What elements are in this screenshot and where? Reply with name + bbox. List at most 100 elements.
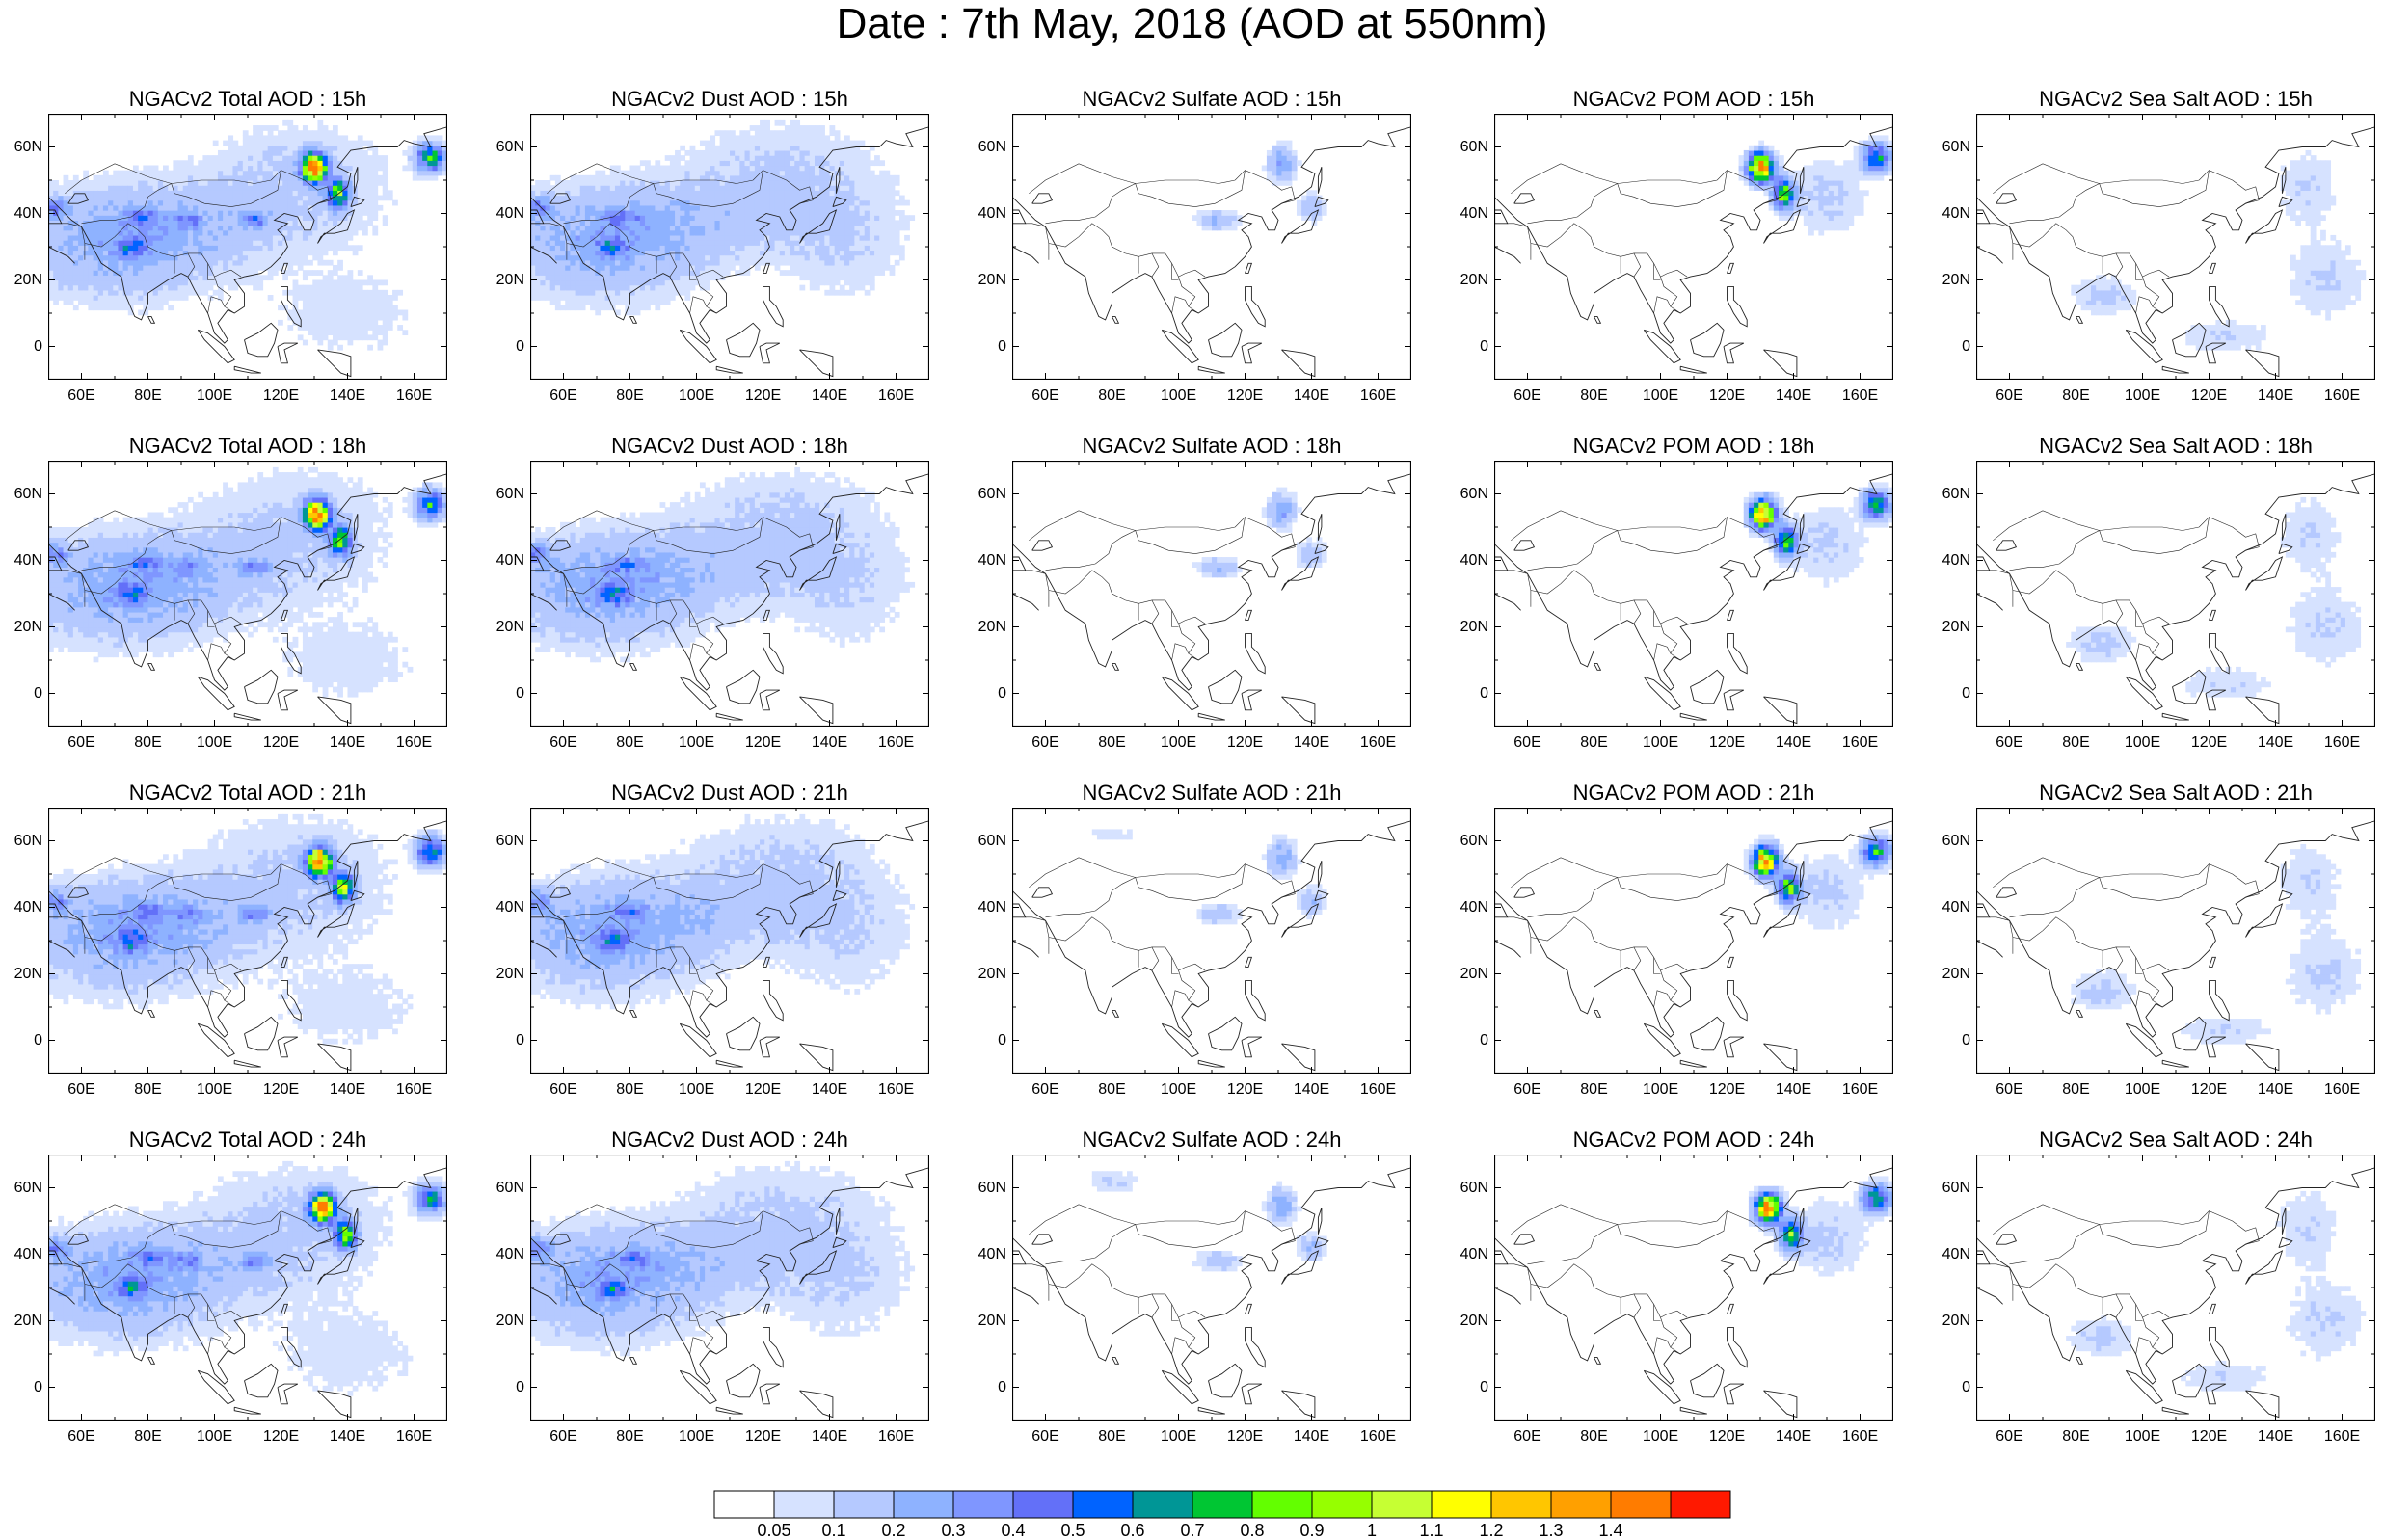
aod-cell: [1854, 196, 1860, 201]
aod-cell: [725, 265, 731, 271]
aod-cell: [303, 160, 308, 166]
aod-cell: [383, 320, 388, 326]
aod-cell: [88, 295, 94, 301]
aod-cell: [810, 160, 816, 166]
aod-cell: [358, 280, 363, 286]
aod-cell: [1843, 165, 1849, 171]
aod-cell: [208, 185, 214, 191]
aod-cell: [98, 305, 104, 310]
aod-cell: [118, 250, 123, 255]
aod-cell: [700, 165, 706, 171]
aod-cell: [764, 125, 770, 131]
aod-cell: [273, 205, 279, 211]
aod-cell: [550, 250, 556, 255]
aod-cell: [223, 230, 228, 236]
aod-cell: [58, 275, 64, 280]
aod-cell: [232, 260, 238, 266]
coastline: [1724, 343, 1744, 363]
aod-cell: [163, 226, 169, 231]
aod-cell: [790, 120, 795, 126]
aod-cell: [810, 255, 816, 261]
aod-cell: [1758, 146, 1764, 151]
aod-cell: [720, 141, 726, 146]
aod-cell: [665, 205, 671, 211]
aod-cell: [263, 240, 269, 246]
aod-cell: [208, 255, 214, 261]
aod-cell: [620, 245, 626, 251]
aod-cell: [684, 205, 690, 211]
aod-cell: [580, 230, 586, 236]
aod-cell: [805, 150, 811, 156]
aod-cell: [546, 230, 551, 236]
aod-cell: [1783, 171, 1789, 176]
aod-cell: [1813, 226, 1819, 231]
aod-cell: [268, 226, 274, 231]
aod-cell: [650, 300, 656, 305]
aod-cell: [388, 310, 393, 316]
aod-cell: [840, 240, 845, 246]
aod-cell: [78, 235, 84, 241]
aod-cell: [794, 175, 800, 181]
coastline: [1494, 127, 1893, 343]
aod-cell: [1267, 165, 1272, 171]
aod-cell: [890, 210, 896, 216]
aod-cell: [769, 235, 775, 241]
aod-cell: [725, 230, 731, 236]
aod-cell: [317, 290, 323, 296]
aod-cell: [273, 135, 279, 141]
aod-cell: [333, 160, 338, 166]
aod-cell: [1779, 175, 1784, 181]
aod-cell: [243, 230, 249, 236]
aod-cell: [750, 220, 756, 226]
aod-cell: [860, 180, 866, 186]
aod-cell: [895, 226, 900, 231]
aod-cell: [684, 240, 690, 246]
aod-cell: [745, 260, 751, 266]
aod-cell: [238, 235, 244, 241]
aod-cell: [555, 255, 561, 261]
aod-cell: [308, 175, 313, 181]
aod-cell: [824, 220, 830, 226]
aod-cell: [383, 290, 388, 296]
aod-cell: [402, 315, 408, 321]
aod-cell: [348, 230, 354, 236]
aod-cell: [755, 155, 761, 161]
aod-cell: [1829, 190, 1835, 196]
aod-cell: [367, 171, 373, 176]
aod-cell: [794, 250, 800, 255]
aod-cell: [317, 180, 323, 186]
aod-cell: [815, 280, 820, 286]
aod-cell: [745, 235, 751, 241]
aod-cell: [253, 275, 258, 280]
aod-cell: [383, 215, 388, 221]
aod-cell: [1272, 175, 1277, 181]
aod-cell: [328, 300, 334, 305]
aod-cell: [695, 155, 701, 161]
aod-cell: [555, 240, 561, 246]
aod-cell: [253, 171, 258, 176]
aod-cell: [865, 226, 871, 231]
aod-cell: [1267, 160, 1272, 166]
aod-cell: [879, 245, 885, 251]
aod-cell: [670, 220, 676, 226]
aod-cell: [1774, 175, 1780, 181]
aod-cell: [298, 190, 304, 196]
aod-cell: [248, 205, 254, 211]
border-line: [1654, 297, 1671, 313]
aod-cell: [303, 190, 308, 196]
aod-cell: [690, 240, 696, 246]
aod-cell: [560, 290, 566, 296]
aod-cell: [680, 215, 685, 221]
aod-cell: [865, 160, 871, 166]
aod-cell: [98, 226, 104, 231]
aod-cell: [760, 120, 765, 126]
aod-cell: [590, 280, 596, 286]
aod-cell: [565, 300, 571, 305]
aod-cell: [303, 300, 308, 305]
aod-cell: [720, 215, 726, 221]
aod-cell: [202, 190, 208, 196]
aod-cell: [790, 171, 795, 176]
aod-cell: [730, 171, 736, 176]
aod-cell: [755, 135, 761, 141]
aod-cell: [133, 285, 139, 291]
